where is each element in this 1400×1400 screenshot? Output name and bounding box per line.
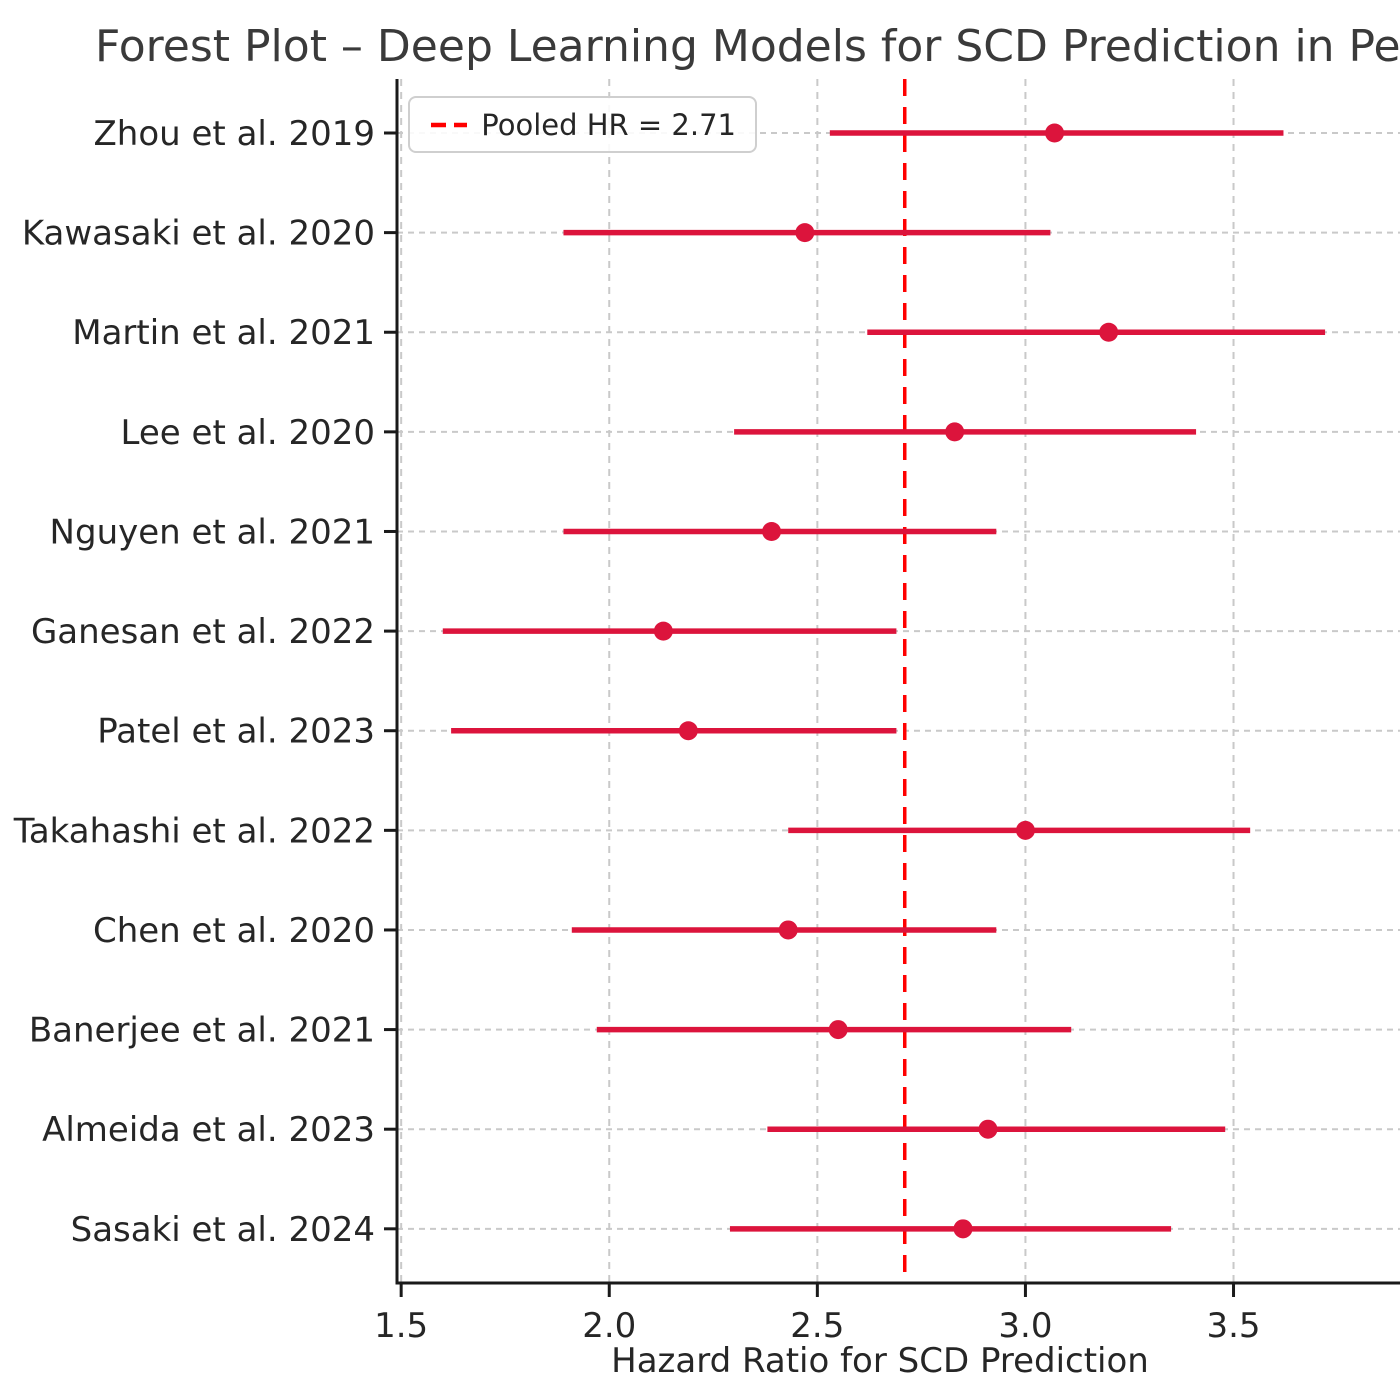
x-tick-label: 1.5 [374,1306,428,1346]
study-label: Banerjee et al. 2021 [29,1011,375,1051]
study-label: Zhou et al. 2019 [94,114,375,154]
hazard-ratio-point [953,1219,973,1239]
hazard-ratio-point [828,1020,848,1040]
x-tick-label: 2.0 [582,1306,636,1346]
hazard-ratio-point [1099,322,1119,342]
study-label: Martin et al. 2021 [72,313,375,353]
chart-title: Forest Plot – Deep Learning Models for S… [95,21,1400,72]
x-tick-label: 2.5 [790,1306,844,1346]
hazard-ratio-point [1015,820,1035,840]
legend: Pooled HR = 2.71 [408,96,757,153]
hazard-ratio-point [795,223,815,243]
x-tick-label: 3.0 [998,1306,1052,1346]
hazard-ratio-point [778,920,798,940]
study-label: Patel et al. 2023 [97,712,375,752]
study-label: Sasaki et al. 2024 [71,1210,375,1250]
hazard-ratio-point [762,521,782,541]
study-label: Nguyen et al. 2021 [50,512,375,552]
hazard-ratio-point [945,422,965,442]
hazard-ratio-point [1045,123,1065,143]
legend-label: Pooled HR = 2.71 [481,107,736,142]
pooled-line-swatch [431,122,468,127]
study-label: Ganesan et al. 2022 [31,612,375,652]
x-tick-label: 3.5 [1206,1306,1260,1346]
x-axis-label: Hazard Ratio for SCD Prediction [611,1341,1149,1381]
hazard-ratio-point [678,721,698,741]
study-label: Lee et al. 2020 [121,413,375,453]
study-label: Takahashi et al. 2022 [13,811,375,851]
study-label: Kawasaki et al. 2020 [22,214,375,254]
hazard-ratio-point [653,621,673,641]
hazard-ratio-point [978,1119,998,1139]
study-label: Chen et al. 2020 [93,911,375,951]
study-label: Almeida et al. 2023 [42,1110,375,1150]
